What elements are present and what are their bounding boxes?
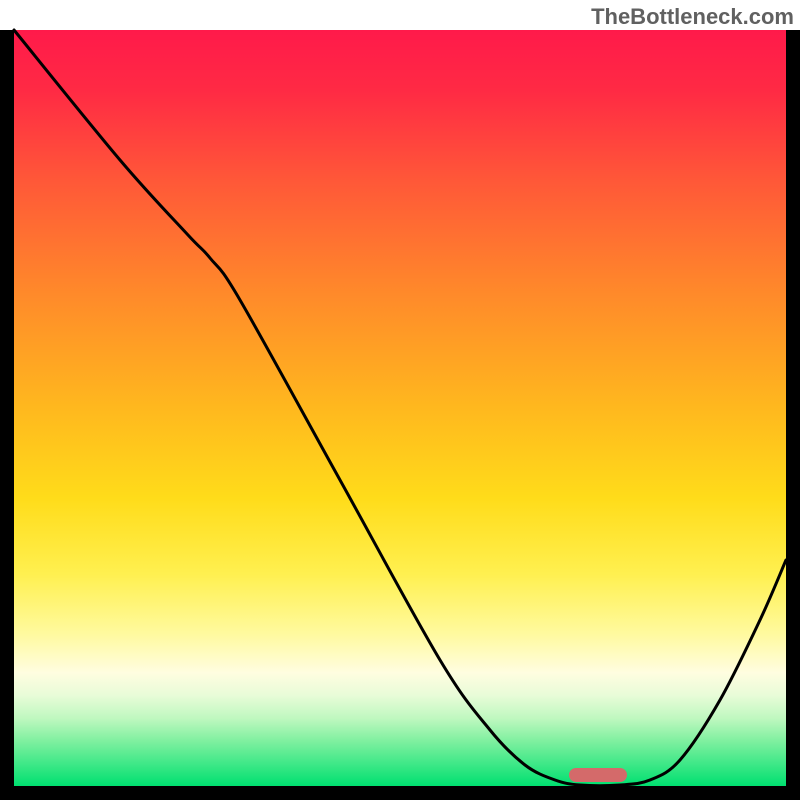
gradient-background: [14, 30, 786, 786]
watermark-text: TheBottleneck.com: [591, 4, 794, 30]
border-bottom: [0, 786, 800, 800]
chart-svg: [0, 0, 800, 800]
border-left: [0, 30, 14, 800]
bottleneck-chart: TheBottleneck.com: [0, 0, 800, 800]
border-right: [786, 30, 800, 800]
optimum-marker: [569, 768, 627, 782]
